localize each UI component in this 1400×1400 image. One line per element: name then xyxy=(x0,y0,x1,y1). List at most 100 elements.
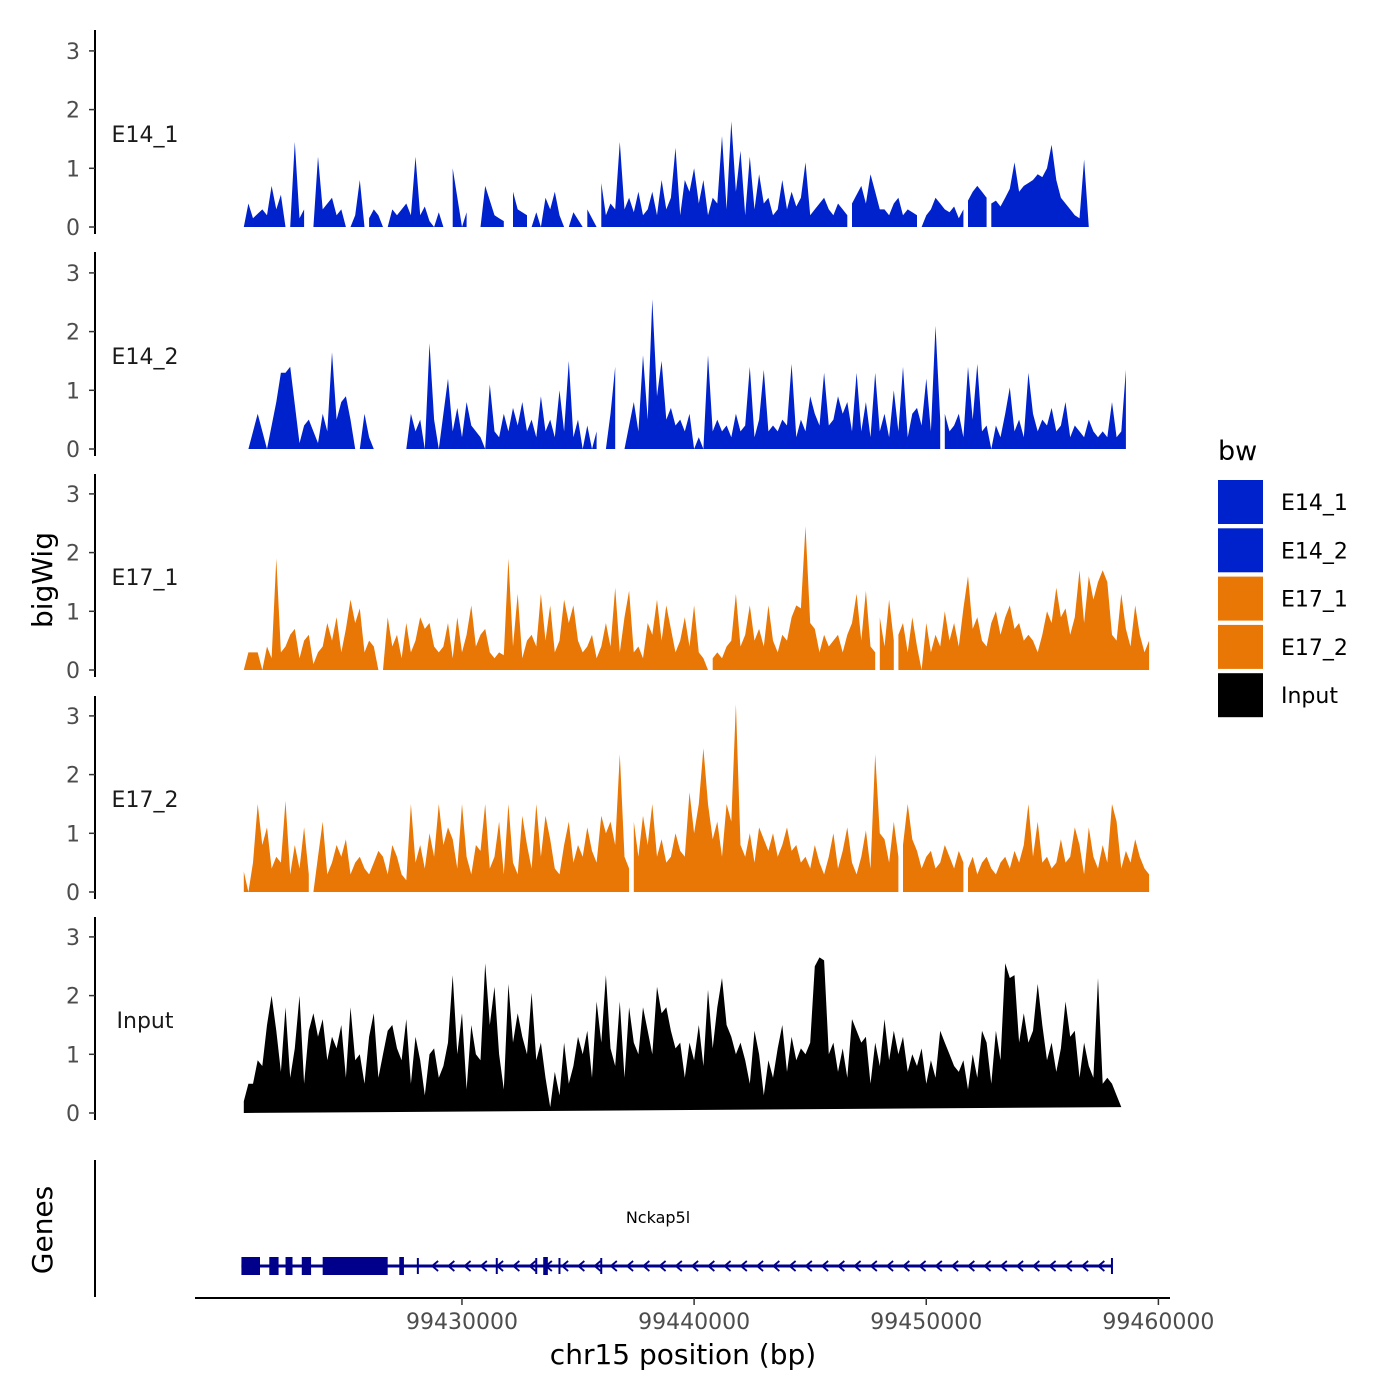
strand-arrow xyxy=(739,1260,748,1272)
strand-arrow xyxy=(560,1260,569,1272)
signal-area-e14-1 xyxy=(513,191,527,227)
legend-swatch-e14-2 xyxy=(1218,528,1263,573)
signal-area-e14-1 xyxy=(313,156,365,227)
strand-arrow xyxy=(983,1260,992,1272)
track-label-e17-2: E17_2 xyxy=(112,788,179,813)
strand-arrow xyxy=(495,1260,504,1272)
x-axis-title: chr15 position (bp) xyxy=(550,1338,816,1371)
y-axis-title: bigWig xyxy=(26,532,59,628)
y-tick-label: 2 xyxy=(66,99,80,124)
gene-exon xyxy=(269,1257,279,1275)
signal-area-e17-2 xyxy=(633,704,899,892)
signal-area-e17-1 xyxy=(879,599,894,670)
legend-swatch-e17-1 xyxy=(1218,576,1263,621)
strand-arrow xyxy=(788,1260,797,1272)
signal-area-e14-1 xyxy=(568,212,583,227)
y-tick-label: 2 xyxy=(66,764,80,789)
x-tick-label: 99430000 xyxy=(406,1310,518,1335)
gene-track: Nckap5l xyxy=(94,1160,1113,1297)
x-tick-label: 99440000 xyxy=(638,1310,750,1335)
y-tick-label: 3 xyxy=(66,926,80,951)
track-e17-1: 0 1 2 3 E17_1 xyxy=(66,474,1150,684)
strand-arrow xyxy=(901,1260,910,1272)
legend-swatch-input xyxy=(1218,673,1263,718)
signal-area-e14-1 xyxy=(452,168,467,227)
track-e14-1: 0 1 2 3 E14_1 xyxy=(66,30,1089,241)
y-tick-label: 2 xyxy=(66,985,80,1010)
strand-arrow xyxy=(820,1260,829,1272)
legend-swatch-e14-1 xyxy=(1218,480,1263,524)
signal-area-e17-2 xyxy=(243,801,309,892)
gene-name-label: Nckap5l xyxy=(626,1208,690,1227)
strand-arrow xyxy=(658,1260,667,1272)
strand-arrow xyxy=(869,1260,878,1272)
strand-arrow xyxy=(885,1260,894,1272)
strand-arrow xyxy=(690,1260,699,1272)
signal-area-e14-2 xyxy=(944,363,1126,449)
gene-exon xyxy=(241,1257,260,1275)
signal-area-e14-1 xyxy=(968,185,987,227)
track-label-e14-1: E14_1 xyxy=(112,123,179,148)
signal-area-e17-1 xyxy=(243,558,379,670)
y-tick-label: 0 xyxy=(66,438,80,463)
strand-arrow xyxy=(950,1260,959,1272)
legend-label-e17-1: E17_1 xyxy=(1281,588,1348,613)
legend-label-e14-2: E14_2 xyxy=(1281,539,1348,564)
strand-arrow xyxy=(1048,1260,1057,1272)
signal-area-e17-2 xyxy=(313,754,630,892)
signal-area-e14-2 xyxy=(406,343,597,449)
track-e17-2: 0 1 2 3 E17_2 xyxy=(66,696,1150,906)
x-tick-label: 99450000 xyxy=(870,1310,982,1335)
strand-arrow xyxy=(479,1260,488,1272)
signal-area-e14-2 xyxy=(248,352,374,449)
genes-axis-title: Genes xyxy=(26,1186,59,1274)
strand-arrow xyxy=(674,1260,683,1272)
signal-area-e17-1 xyxy=(712,526,876,670)
gene-exon xyxy=(285,1257,293,1275)
strand-arrow xyxy=(430,1260,439,1272)
signal-area-e17-2 xyxy=(903,804,964,892)
track-label-e17-1: E17_1 xyxy=(112,566,179,591)
y-tick-label: 3 xyxy=(66,40,80,65)
signal-area-e14-1 xyxy=(243,141,305,227)
y-tick-label: 0 xyxy=(66,216,80,241)
y-tick-label: 0 xyxy=(66,881,80,906)
gene-exon xyxy=(301,1257,312,1275)
signal-area-e14-1 xyxy=(471,185,504,227)
strand-arrow xyxy=(1080,1260,1089,1272)
strand-arrow xyxy=(1031,1260,1040,1272)
strand-arrow xyxy=(609,1260,618,1272)
signal-area-e17-1 xyxy=(898,570,1150,670)
legend: bw E14_1 E14_2 E17_1 E17_2 Input xyxy=(1218,436,1348,718)
strand-arrow xyxy=(853,1260,862,1272)
signal-area-e14-2 xyxy=(624,299,941,449)
signal-area-e17-1 xyxy=(383,558,708,670)
strand-arrow xyxy=(836,1260,845,1272)
signal-area-e14-1 xyxy=(369,156,444,227)
legend-label-e14-1: E14_1 xyxy=(1281,491,1348,516)
track-label-input: Input xyxy=(117,1009,174,1034)
gene-exon xyxy=(399,1257,404,1275)
strand-arrow xyxy=(723,1260,732,1272)
strand-arrow xyxy=(934,1260,943,1272)
signal-area-e17-2 xyxy=(968,804,1150,892)
y-tick-label: 2 xyxy=(66,542,80,567)
y-tick-label: 0 xyxy=(66,1102,80,1127)
strand-arrow xyxy=(771,1260,780,1272)
strand-arrow xyxy=(966,1260,975,1272)
signal-area-e14-1 xyxy=(921,197,964,227)
strand-arrow xyxy=(576,1260,585,1272)
y-tick-label: 2 xyxy=(66,321,80,346)
signal-area-e14-1 xyxy=(601,121,848,227)
y-tick-label: 1 xyxy=(66,822,80,847)
y-tick-label: 1 xyxy=(66,600,80,625)
strand-arrow xyxy=(446,1260,455,1272)
strand-arrow xyxy=(1064,1260,1073,1272)
strand-arrow xyxy=(528,1260,537,1272)
signal-area-e14-1 xyxy=(587,209,597,227)
y-tick-label: 0 xyxy=(66,659,80,684)
legend-title: bw xyxy=(1218,436,1257,467)
track-e14-2: 0 1 2 3 E14_2 xyxy=(66,252,1126,463)
signal-area-e14-1 xyxy=(531,191,565,227)
track-label-e14-2: E14_2 xyxy=(112,345,179,370)
